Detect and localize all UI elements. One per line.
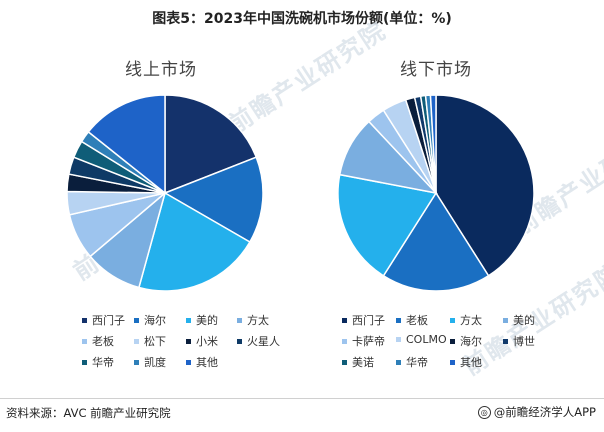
legend-swatch bbox=[450, 338, 455, 344]
legend-swatch bbox=[237, 317, 242, 323]
legend-label: 方太 bbox=[460, 314, 482, 327]
pie-slice-1 bbox=[382, 191, 490, 292]
legend-swatch bbox=[396, 359, 401, 365]
legend-item: 海尔 bbox=[134, 312, 166, 328]
legend-swatch bbox=[134, 317, 139, 323]
legend-swatch bbox=[396, 317, 401, 323]
legend-label: 西门子 bbox=[92, 314, 125, 327]
offline-pie bbox=[337, 94, 535, 292]
legend-swatch bbox=[134, 359, 139, 365]
legend-label: 华帝 bbox=[92, 356, 114, 369]
pie-slice-10 bbox=[87, 94, 166, 195]
legend-item: 华帝 bbox=[82, 354, 114, 370]
footer-divider bbox=[0, 398, 604, 399]
legend-label: 火星人 bbox=[247, 335, 280, 348]
legend-swatch bbox=[186, 317, 191, 323]
legend-swatch bbox=[450, 317, 455, 323]
brand-logo-icon: ◎ bbox=[477, 405, 491, 419]
legend-label: 凯度 bbox=[144, 356, 166, 369]
legend-swatch bbox=[82, 338, 87, 344]
legend-swatch bbox=[503, 317, 508, 323]
legend-item: 西门子 bbox=[82, 312, 125, 328]
legend-item: 美的 bbox=[503, 312, 535, 328]
legend-swatch bbox=[82, 317, 87, 323]
legend-label: 卡萨帝 bbox=[352, 335, 385, 348]
brand-label: @前瞻经济学人APP bbox=[493, 405, 596, 419]
legend-item: 松下 bbox=[134, 333, 166, 349]
legend-swatch bbox=[186, 338, 191, 344]
pie-slice-2 bbox=[337, 173, 438, 277]
offline-pie-title: 线下市场 bbox=[400, 60, 472, 80]
legend-label: 美诺 bbox=[352, 356, 374, 369]
legend-item: COLMO bbox=[396, 333, 447, 346]
legend-swatch bbox=[82, 359, 87, 365]
legend-item: 火星人 bbox=[237, 333, 280, 349]
legend-item: 老板 bbox=[396, 312, 428, 328]
brand-credit: ◎ @前瞻经济学人APP bbox=[477, 404, 596, 420]
pie-slice-1 bbox=[163, 156, 264, 244]
legend-item: 卡萨帝 bbox=[342, 333, 385, 349]
online-pie-title: 线上市场 bbox=[125, 60, 197, 80]
pie-slice-2 bbox=[138, 191, 251, 292]
pie-slice-10 bbox=[429, 94, 437, 194]
legend-item: 凯度 bbox=[134, 354, 166, 370]
legend-label: 其他 bbox=[460, 356, 482, 369]
source-note: 资料来源：AVC 前瞻产业研究院 bbox=[6, 406, 171, 420]
legend-swatch bbox=[186, 359, 191, 365]
pie-slice-0 bbox=[164, 94, 258, 195]
legend-label: 美的 bbox=[196, 314, 218, 327]
legend-label: 海尔 bbox=[460, 335, 482, 348]
legend-label: 老板 bbox=[406, 314, 428, 327]
legend-label: 西门子 bbox=[352, 314, 385, 327]
legend-item: 方太 bbox=[237, 312, 269, 328]
legend-item: 方太 bbox=[450, 312, 482, 328]
legend-swatch bbox=[342, 359, 347, 365]
legend-swatch bbox=[237, 338, 242, 344]
legend-swatch bbox=[396, 337, 401, 342]
legend-swatch bbox=[450, 359, 455, 365]
legend-label: 松下 bbox=[144, 335, 166, 348]
legend-item: 海尔 bbox=[450, 333, 482, 349]
legend-label: 小米 bbox=[196, 335, 218, 348]
legend-label: 老板 bbox=[92, 335, 114, 348]
legend-label: COLMO bbox=[406, 333, 447, 346]
legend-item: 博世 bbox=[503, 333, 535, 349]
legend-item: 美诺 bbox=[342, 354, 374, 370]
legend-swatch bbox=[342, 317, 347, 323]
legend-item: 西门子 bbox=[342, 312, 385, 328]
legend-label: 海尔 bbox=[144, 314, 166, 327]
legend-item: 其他 bbox=[450, 354, 482, 370]
legend-item: 其他 bbox=[186, 354, 218, 370]
legend-label: 其他 bbox=[196, 356, 218, 369]
legend-item: 美的 bbox=[186, 312, 218, 328]
online-pie bbox=[66, 94, 264, 292]
legend-item: 小米 bbox=[186, 333, 218, 349]
chart-title: 图表5：2023年中国洗碗机市场份额(单位：%) bbox=[152, 11, 452, 27]
legend-label: 方太 bbox=[247, 314, 269, 327]
legend-item: 华帝 bbox=[396, 354, 428, 370]
legend-label: 华帝 bbox=[406, 356, 428, 369]
legend-label: 博世 bbox=[513, 335, 535, 348]
legend-label: 美的 bbox=[513, 314, 535, 327]
legend-swatch bbox=[342, 338, 347, 344]
legend-item: 老板 bbox=[82, 333, 114, 349]
legend-swatch bbox=[503, 338, 508, 344]
legend-swatch bbox=[134, 338, 139, 344]
